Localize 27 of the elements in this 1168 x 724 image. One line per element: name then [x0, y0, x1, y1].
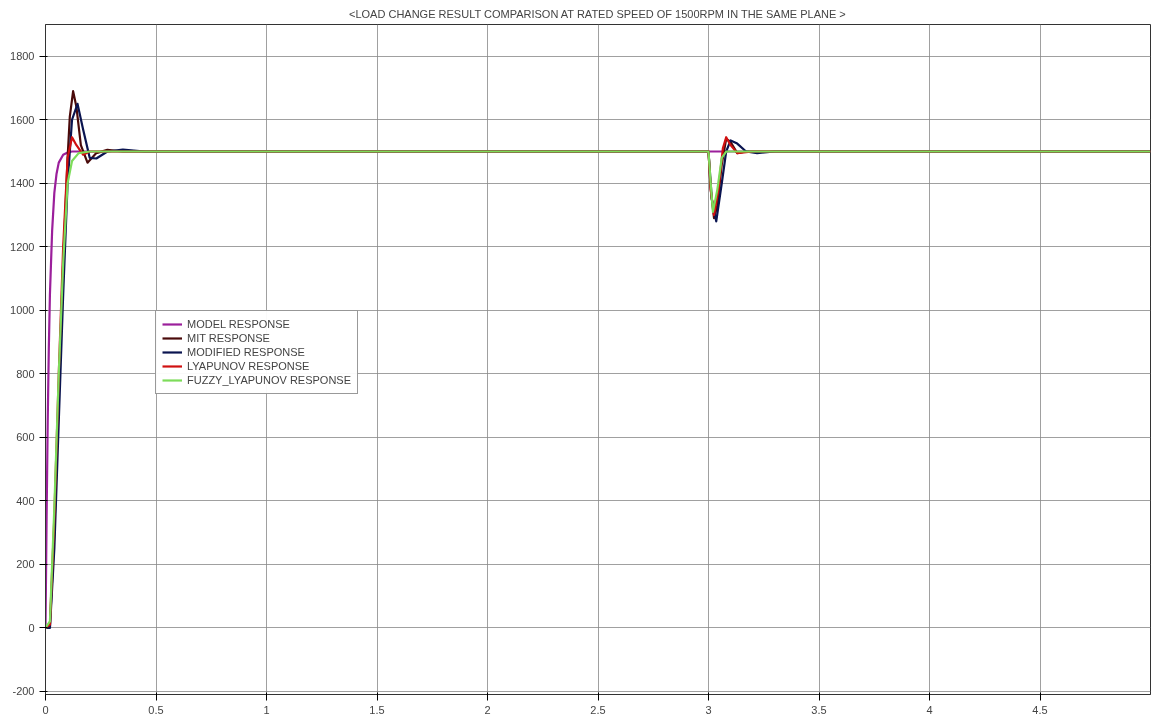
y-tick-label: 1200	[10, 240, 35, 253]
x-tick-label: 0	[42, 703, 49, 716]
x-tick-label: 4	[926, 703, 933, 716]
y-tick-label: 400	[16, 494, 35, 507]
legend-label: MODIFIED RESPONSE	[187, 345, 305, 359]
x-tick-label: 1.5	[369, 703, 385, 716]
x-tick-label: 2.5	[590, 703, 606, 716]
chart-title: <LOAD CHANGE RESULT COMPARISON AT RATED SPEED OF 1500RPM IN THE SAME PLANE >	[349, 7, 846, 20]
y-tick-label: -200	[12, 685, 35, 698]
x-tick-label: 3	[705, 703, 712, 716]
x-tick-label: 0.5	[148, 703, 164, 716]
y-tick-label: 1000	[10, 304, 35, 317]
x-tick-label: 2	[484, 703, 491, 716]
y-tick-label: 1800	[10, 50, 35, 63]
y-tick-label: 0	[28, 621, 35, 634]
y-tick-label: 600	[16, 431, 35, 444]
legend-label: MODEL RESPONSE	[187, 317, 290, 331]
y-tick-label: 1400	[10, 177, 35, 190]
x-tick-label: 3.5	[811, 703, 827, 716]
legend-label: FUZZY_LYAPUNOV RESPONSE	[187, 373, 352, 387]
y-tick-label: 1600	[10, 113, 35, 126]
y-tick-label: 800	[16, 367, 35, 380]
x-tick-label: 4.5	[1032, 703, 1048, 716]
legend-label: LYAPUNOV RESPONSE	[187, 359, 310, 373]
x-tick-label: 1	[263, 703, 270, 716]
y-tick-label: 200	[16, 558, 35, 571]
legend-label: MIT RESPONSE	[187, 331, 270, 345]
